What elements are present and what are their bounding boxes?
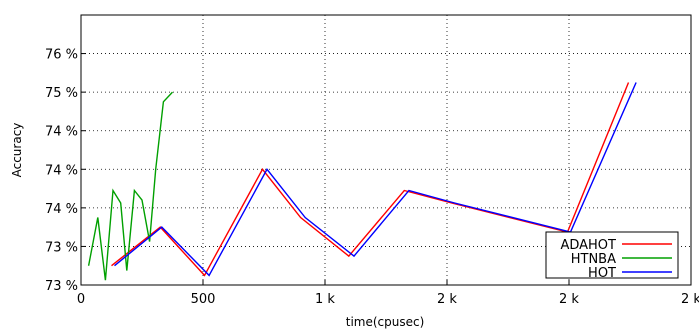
y-tick-label: 73 %: [45, 279, 78, 294]
y-tick-label: 76 %: [45, 48, 78, 63]
legend-box: [545, 231, 679, 279]
x-tick-label: 0: [77, 292, 85, 307]
y-axis-ticks: 73 % 73 % 74 % 74 % 74 % 75 % 76 %: [45, 48, 86, 294]
series-line-adahot: [111, 82, 630, 277]
x-tick-label: 500: [191, 292, 216, 307]
y-tick-label: 74 %: [45, 202, 78, 217]
y-tick-label: 75 %: [45, 86, 78, 101]
series-line-hot: [114, 82, 637, 277]
x-tick-label: 1 k: [315, 292, 335, 307]
y-axis-title: Accuracy: [10, 123, 24, 178]
series-line-htnba: [87, 91, 174, 281]
series-layer: [87, 82, 637, 281]
y-tick-label: 74 %: [45, 163, 78, 178]
plot-area-frame: [80, 14, 692, 286]
x-tick-label: 2 k: [681, 292, 699, 307]
x-axis-title: time(cpusec): [346, 315, 425, 329]
x-tick-label: 2 k: [559, 292, 579, 307]
y-tick-label: 74 %: [45, 125, 78, 140]
legend-label-htnba: HTNBA: [571, 252, 616, 267]
x-tick-label: 2 k: [437, 292, 457, 307]
x-axis-ticks: 0 500 1 k 2 k 2 k 2 k: [77, 280, 699, 307]
legend-label-hot: HOT: [588, 266, 616, 281]
y-tick-label: 73 %: [45, 240, 78, 255]
legend-label-adahot: ADAHOT: [560, 238, 616, 253]
